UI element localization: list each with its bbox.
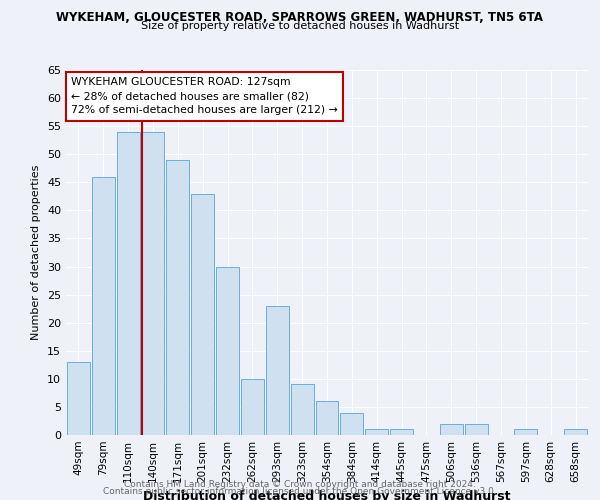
Bar bbox=[514, 430, 537, 435]
Bar bbox=[266, 306, 289, 435]
Text: WYKEHAM GLOUCESTER ROAD: 127sqm
← 28% of detached houses are smaller (82)
72% of: WYKEHAM GLOUCESTER ROAD: 127sqm ← 28% of… bbox=[71, 78, 338, 116]
Bar bbox=[440, 424, 463, 435]
Bar bbox=[564, 430, 587, 435]
Bar bbox=[340, 412, 363, 435]
Bar bbox=[390, 430, 413, 435]
Bar bbox=[291, 384, 314, 435]
Bar bbox=[191, 194, 214, 435]
Bar bbox=[365, 430, 388, 435]
Bar bbox=[216, 266, 239, 435]
Text: Contains HM Land Registry data © Crown copyright and database right 2024.: Contains HM Land Registry data © Crown c… bbox=[124, 480, 476, 489]
Text: WYKEHAM, GLOUCESTER ROAD, SPARROWS GREEN, WADHURST, TN5 6TA: WYKEHAM, GLOUCESTER ROAD, SPARROWS GREEN… bbox=[56, 11, 544, 24]
Bar bbox=[142, 132, 164, 435]
Bar bbox=[117, 132, 140, 435]
X-axis label: Distribution of detached houses by size in Wadhurst: Distribution of detached houses by size … bbox=[143, 490, 511, 500]
Bar bbox=[92, 176, 115, 435]
Bar bbox=[166, 160, 189, 435]
Bar bbox=[316, 402, 338, 435]
Y-axis label: Number of detached properties: Number of detached properties bbox=[31, 165, 41, 340]
Bar bbox=[67, 362, 90, 435]
Bar bbox=[465, 424, 488, 435]
Bar bbox=[241, 379, 264, 435]
Text: Contains public sector information licensed under the Open Government Licence v3: Contains public sector information licen… bbox=[103, 487, 497, 496]
Text: Size of property relative to detached houses in Wadhurst: Size of property relative to detached ho… bbox=[141, 21, 459, 31]
